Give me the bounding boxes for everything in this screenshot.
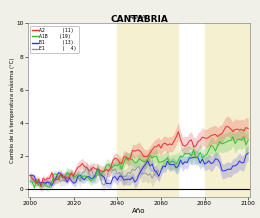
Bar (117, 24, 178, 197)
Text: ANUAL: ANUAL (128, 15, 150, 20)
Legend: A2      (11), A1B    (19), B1      (13), E1      (  4): A2 (11), A1B (19), B1 (13), E1 ( 4) (30, 26, 79, 53)
Y-axis label: Cambio de la temperatura máxima (°C): Cambio de la temperatura máxima (°C) (9, 58, 15, 163)
X-axis label: Año: Año (132, 208, 146, 214)
Bar (205, 24, 250, 197)
Title: CANTABRIA: CANTABRIA (110, 15, 168, 24)
